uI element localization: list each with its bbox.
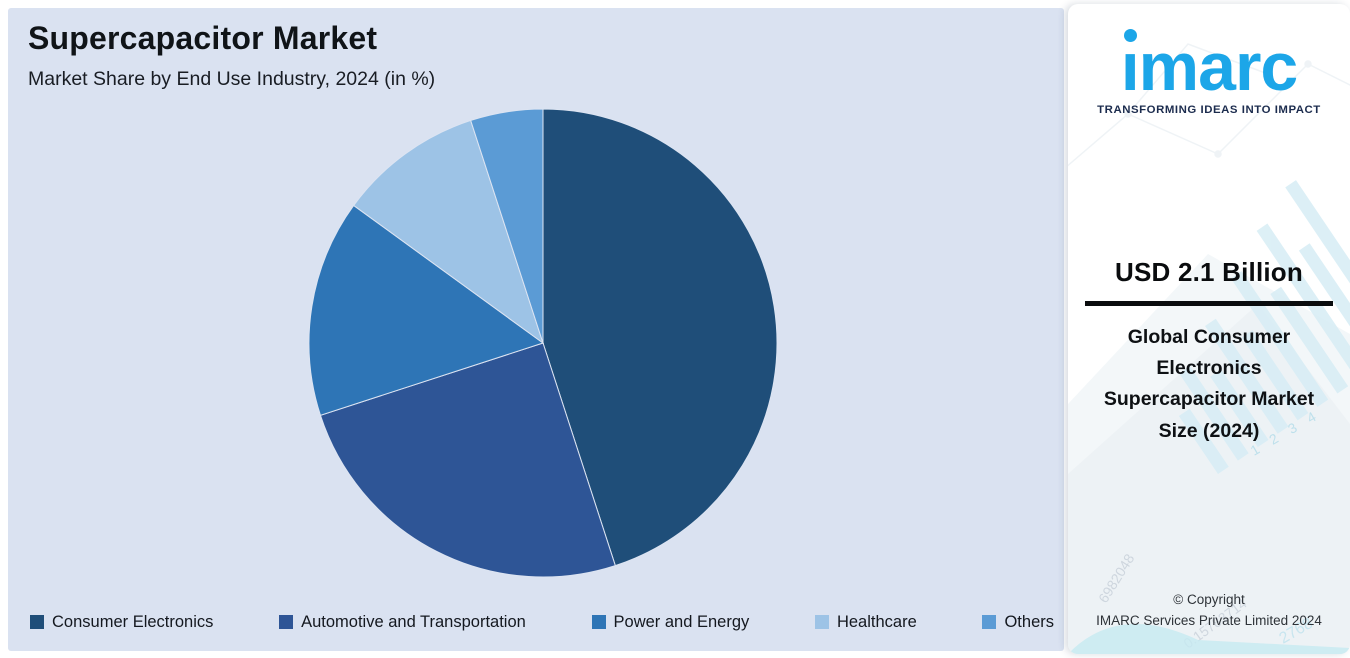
imarc-logo-text: marc: [1138, 29, 1299, 106]
pie-slice-others: [470, 108, 544, 344]
pie-chart: [308, 108, 778, 578]
logo-dot-icon: [1123, 29, 1137, 43]
legend-swatch-icon: [591, 615, 606, 629]
chart-legend: Consumer Electronics Automotive and Trans…: [30, 611, 1054, 633]
imarc-logo-i: ı: [1121, 29, 1140, 101]
stat-value: USD 2.1 Billion: [1115, 257, 1303, 287]
legend-label: Automotive and Transportation: [301, 612, 526, 631]
imarc-logo: ı marc TRANSFORMING IDEAS INTO IMPACT: [1068, 14, 1350, 116]
imarc-tagline: TRANSFORMING IDEAS INTO IMPACT: [1097, 104, 1321, 116]
page-title: Supercapacitor Market: [28, 20, 378, 56]
pie-slice-healthcare: [352, 119, 544, 345]
imarc-sidebar: 1 2 3 4 6982048 0.15783714 2768 ı marc TR…: [1068, 4, 1350, 654]
legend-item-automotive-and-transportation: Automotive and Transportation: [279, 613, 526, 632]
legend-swatch-icon: [30, 615, 44, 629]
copyright-line2: IMARC Services Private Limited 2024: [1096, 613, 1322, 629]
chart-panel: Supercapacitor Market Market Share by En…: [8, 8, 1064, 651]
copyright-line1: © Copyright: [1173, 592, 1245, 608]
pie-chart-container: [308, 108, 778, 578]
legend-label: Others: [1004, 612, 1054, 631]
legend-item-power-and-energy: Power and Energy: [591, 612, 750, 632]
copyright-notice: © Copyright IMARC Services Private Limit…: [1068, 590, 1350, 632]
legend-swatch-icon: [279, 615, 294, 629]
market-size-stat: USD 2.1 Billion Global Consumer Electron…: [1068, 257, 1350, 447]
legend-item-healthcare: Healthcare: [814, 612, 917, 632]
pie-slice-automotive-and-transportation: [319, 342, 616, 578]
pie-slice-consumer-electronics: [542, 108, 778, 567]
legend-swatch-icon: [982, 615, 997, 629]
legend-label: Consumer Electronics: [52, 612, 214, 631]
stat-label: Global Consumer Electronics Supercapacit…: [1103, 326, 1315, 442]
pie-slice-power-and-energy: [308, 204, 545, 416]
stat-divider: [1085, 301, 1333, 306]
legend-label: Healthcare: [836, 612, 917, 631]
legend-label: Power and Energy: [613, 612, 750, 631]
chart-subtitle: Market Share by End Use Industry, 2024 (…: [28, 68, 436, 90]
legend-item-others: Others: [982, 613, 1054, 632]
legend-item-consumer-electronics: Consumer Electronics: [30, 613, 213, 632]
imarc-logo-i-glyph: ı: [1120, 29, 1140, 106]
legend-swatch-icon: [814, 615, 829, 629]
